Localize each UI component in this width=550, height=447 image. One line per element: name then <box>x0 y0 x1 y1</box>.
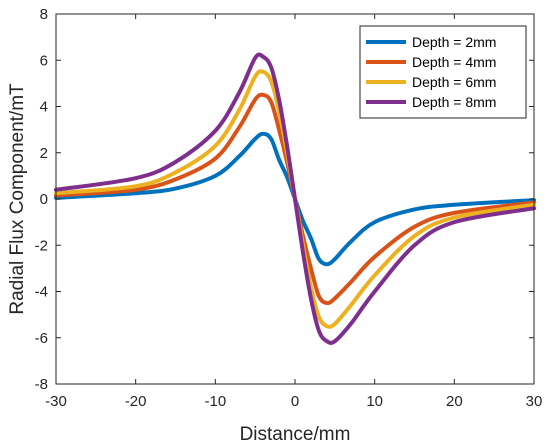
y-tick-label: 8 <box>40 6 48 23</box>
y-tick-label: 4 <box>40 99 48 116</box>
series-line-4 <box>54 52 536 345</box>
y-tick-label: -8 <box>35 376 48 393</box>
x-tick-label: 20 <box>446 393 463 410</box>
series-layer <box>54 52 536 345</box>
y-tick-label: 6 <box>40 52 48 69</box>
y-tick-label: -6 <box>35 330 48 347</box>
x-tick-label: -10 <box>204 393 226 410</box>
legend-label: Depth = 8mm <box>412 94 496 110</box>
legend: Depth = 2mm Depth = 4mm Depth = 6mm Depth =… <box>359 25 527 119</box>
legend-label: Depth = 2mm <box>412 34 496 50</box>
x-tick-label: -20 <box>125 393 147 410</box>
legend-label: Depth = 6mm <box>412 74 496 90</box>
y-tick-label: 0 <box>40 191 48 208</box>
x-axis-label: Distance/mm <box>240 424 351 445</box>
x-tick-label: -30 <box>45 393 67 410</box>
y-axis-label: Radial Flux Component/mT <box>7 83 28 315</box>
y-tick-label: 2 <box>40 145 48 162</box>
x-tick-label: 30 <box>526 393 543 410</box>
y-tick-label: -2 <box>35 237 48 254</box>
y-tick-label: -4 <box>35 284 48 301</box>
x-tick-label: 10 <box>366 393 383 410</box>
legend-label: Depth = 4mm <box>412 54 496 70</box>
x-tick-label: 0 <box>291 393 299 410</box>
